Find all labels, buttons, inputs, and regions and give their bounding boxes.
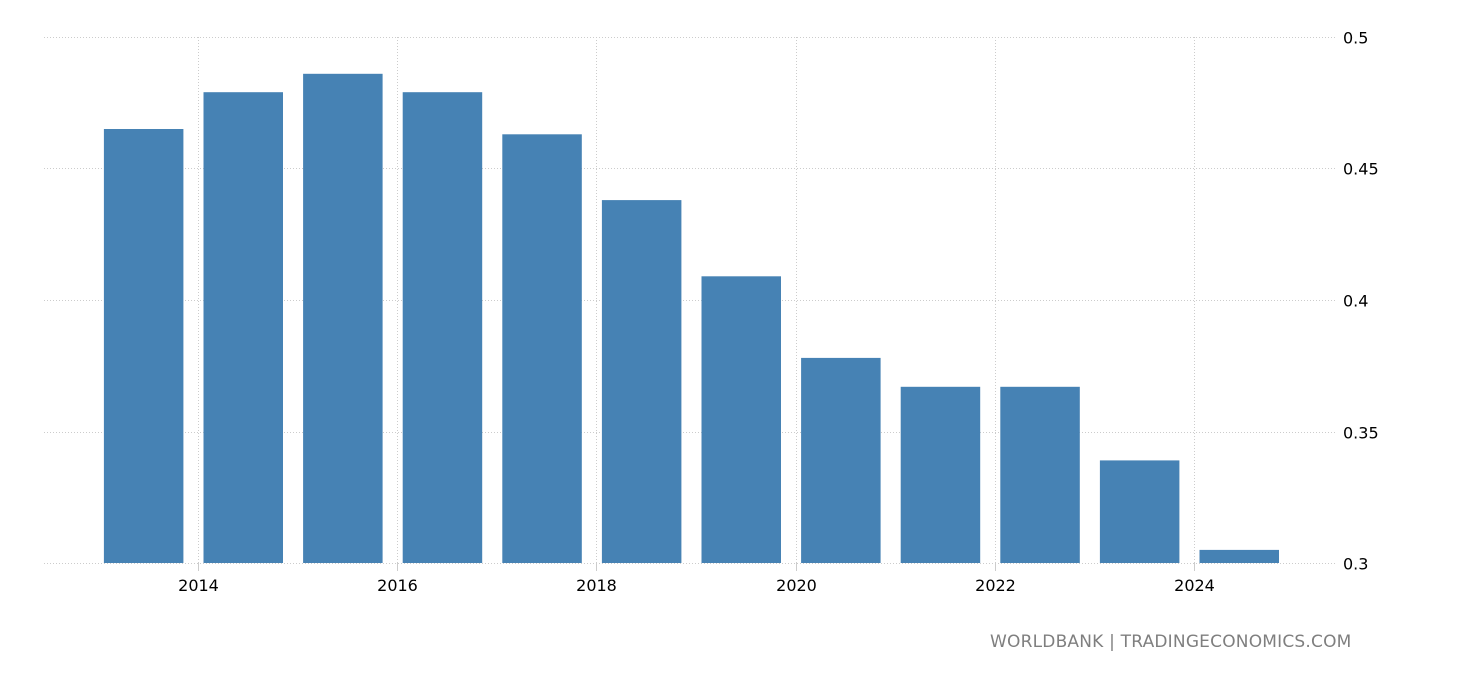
bar-2024[interactable]: [1199, 549, 1280, 563]
bar-2013[interactable]: [103, 129, 184, 563]
bar-2015[interactable]: [303, 73, 383, 564]
x-tick-label: 2022: [975, 576, 1016, 595]
bar-2014[interactable]: [203, 92, 284, 563]
bars: [103, 73, 1280, 564]
bar-2022[interactable]: [1000, 386, 1080, 563]
y-axis: 0.3 0.35 0.4 0.45 0.5: [1343, 29, 1379, 574]
bar-2019[interactable]: [701, 276, 782, 563]
y-tick-label: 0.45: [1343, 160, 1379, 179]
bar-2020[interactable]: [801, 357, 881, 563]
x-tick-label: 2016: [377, 576, 418, 595]
horizontal-gridlines: [44, 37, 1335, 564]
x-tick-label: 2014: [178, 576, 219, 595]
source-attribution: WORLDBANK | TRADINGECONOMICS.COM: [990, 632, 1352, 652]
y-tick-label: 0.5: [1343, 29, 1368, 48]
x-tick-label: 2020: [776, 576, 817, 595]
x-tick-label: 2018: [576, 576, 617, 595]
bar-2018[interactable]: [601, 200, 682, 563]
bar-2017[interactable]: [502, 134, 582, 564]
y-tick-label: 0.3: [1343, 555, 1368, 574]
y-tick-label: 0.35: [1343, 424, 1379, 443]
bar-2023[interactable]: [1099, 460, 1180, 563]
bar-2021[interactable]: [900, 386, 981, 563]
x-tick-label: 2024: [1174, 576, 1215, 595]
y-tick-label: 0.4: [1343, 292, 1368, 311]
vertical-gridlines: [198, 37, 1195, 563]
bar-2016[interactable]: [402, 92, 483, 563]
x-axis: 2014 2016 2018 2020 2022 2024: [178, 563, 1215, 595]
